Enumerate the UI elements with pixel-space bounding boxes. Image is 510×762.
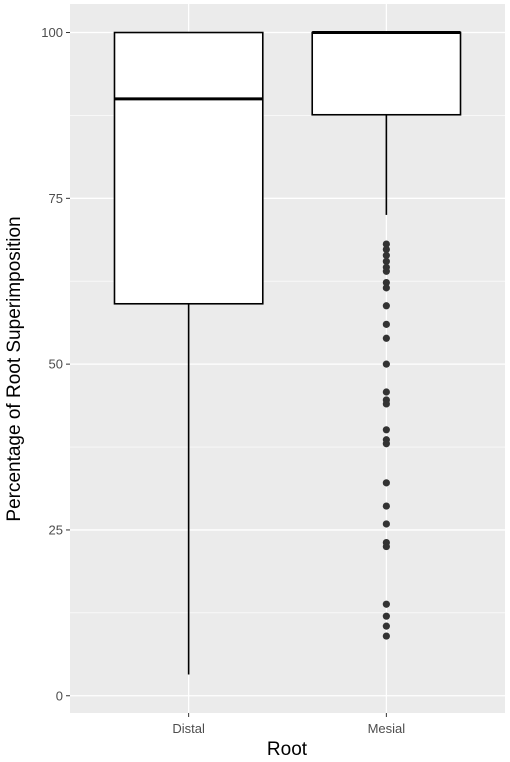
outlier-point	[382, 542, 390, 551]
outlier-point	[382, 360, 390, 368]
outlier-point	[382, 632, 390, 640]
y-axis-title: Percentage of Root Superimposition	[4, 216, 25, 521]
outlier-point	[382, 320, 390, 328]
outlier-point	[382, 257, 390, 265]
outlier-point	[382, 334, 390, 342]
outlier-point	[382, 426, 390, 434]
outlier-point	[382, 284, 390, 292]
outlier-point	[382, 278, 390, 287]
x-tick-label: Distal	[172, 721, 205, 736]
y-tick-label: 100	[41, 25, 63, 40]
outlier-point	[382, 520, 390, 528]
box-mesial	[311, 31, 462, 640]
outlier-point	[382, 479, 390, 487]
y-tick-label: 0	[56, 688, 63, 703]
outlier-point	[382, 251, 390, 259]
outlier-point	[382, 388, 390, 396]
x-axis-title: Root	[267, 739, 308, 760]
x-tick-label: Mesial	[368, 721, 406, 736]
outlier-point	[382, 245, 390, 253]
outlier-point	[382, 400, 390, 408]
outlier-point	[382, 612, 390, 620]
box-distal	[113, 31, 264, 675]
outlier-point	[382, 622, 390, 630]
box-body	[311, 31, 462, 116]
outlier-point	[382, 600, 390, 608]
outlier-point	[382, 267, 390, 275]
axes: 0 25 50 75 100 Distal Mesial	[41, 25, 405, 736]
outlier-point	[382, 240, 390, 248]
box-body	[113, 31, 264, 305]
outlier-point	[382, 502, 390, 510]
boxes	[113, 31, 462, 675]
outlier-point	[382, 302, 390, 310]
y-tick-label: 75	[49, 191, 63, 206]
y-tick-label: 25	[49, 522, 63, 537]
y-tick-label: 50	[49, 357, 63, 372]
outlier-point	[382, 440, 390, 448]
